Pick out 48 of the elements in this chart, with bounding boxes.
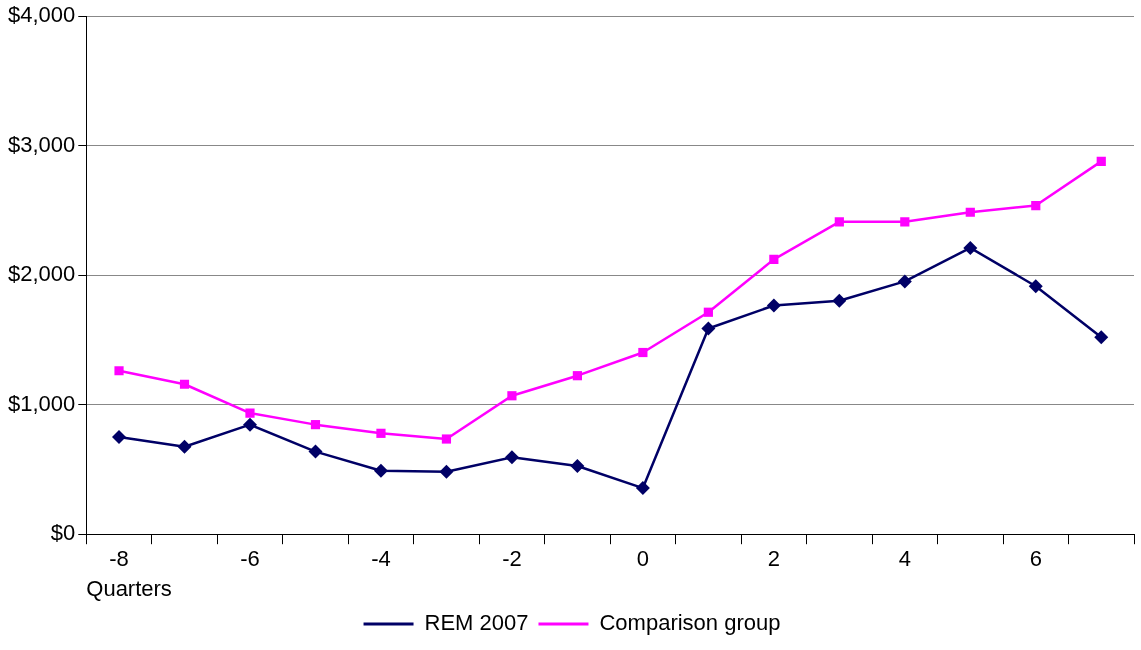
x-tick-label: -6 <box>240 546 260 572</box>
point <box>376 428 386 438</box>
x-tick-label: 2 <box>767 546 780 572</box>
x-tick-label: -2 <box>502 546 522 572</box>
point <box>766 298 781 313</box>
point <box>507 391 517 401</box>
point <box>1028 279 1043 294</box>
point <box>439 464 454 479</box>
point <box>963 240 978 255</box>
x-tick-label: 6 <box>1029 546 1042 572</box>
point <box>900 217 910 227</box>
point <box>635 481 650 496</box>
point <box>834 217 844 227</box>
y-tick-label: $1,000 <box>7 390 76 416</box>
point <box>769 254 779 264</box>
point <box>897 274 912 289</box>
point <box>638 347 648 358</box>
point <box>572 371 582 381</box>
point <box>703 307 713 317</box>
point <box>441 434 452 444</box>
point <box>245 408 255 418</box>
y-tick-label: $3,000 <box>7 131 76 157</box>
legend-label: Comparison group <box>599 610 781 636</box>
point <box>310 420 321 430</box>
y-tick-label: $0 <box>50 520 76 546</box>
point <box>1096 156 1106 166</box>
point <box>1094 330 1109 345</box>
point <box>570 458 585 473</box>
point <box>832 293 847 308</box>
y-tick-label: $2,000 <box>7 261 76 287</box>
point <box>179 379 190 389</box>
x-tick-label: -8 <box>109 546 129 572</box>
point <box>1031 200 1041 211</box>
x-tick-label: -4 <box>371 546 391 572</box>
x-axis-title: Quarters <box>86 575 172 601</box>
point <box>242 417 257 432</box>
point <box>177 439 192 454</box>
x-tick-label: 0 <box>636 546 650 572</box>
point <box>112 430 127 445</box>
x-tick-label: 4 <box>898 546 911 572</box>
point <box>308 444 323 459</box>
point <box>114 366 124 376</box>
point <box>504 450 519 465</box>
point <box>965 207 975 217</box>
point <box>701 321 716 336</box>
point <box>373 463 388 478</box>
y-tick-label: $4,000 <box>7 2 76 28</box>
legend-label: REM 2007 <box>424 610 529 636</box>
